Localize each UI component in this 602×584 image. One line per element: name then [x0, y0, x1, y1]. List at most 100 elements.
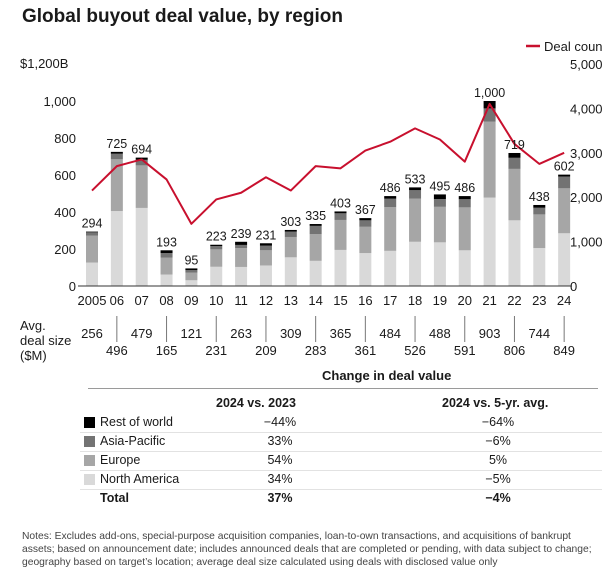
avg-deal-size-value: 591 — [454, 343, 476, 358]
bar-total-label: 303 — [280, 215, 301, 229]
bar-segment — [185, 268, 198, 271]
avg-deal-size-value: 526 — [404, 343, 426, 358]
bar-segment — [384, 250, 397, 286]
value-vs-2023: −44% — [263, 415, 297, 429]
x-axis-tick-label: 13 — [284, 293, 298, 308]
bar-segment — [359, 226, 372, 254]
bar-segment — [558, 188, 571, 234]
bar-segment — [86, 232, 98, 236]
bar-total-label: 719 — [504, 138, 525, 152]
x-axis-tick-label: 23 — [532, 293, 546, 308]
bar-segment — [359, 218, 372, 221]
avg-deal-size-label: ($M) — [20, 348, 47, 363]
bar-segment — [235, 248, 248, 267]
legend-label: Deal count — [544, 39, 602, 54]
left-axis-tick-label: 400 — [54, 205, 76, 220]
bar-segment — [334, 219, 347, 250]
right-axis-tick-label: 5,000 — [570, 57, 602, 72]
bar-segment — [210, 266, 223, 286]
avg-deal-size-value: 309 — [280, 326, 302, 341]
bar-segment — [458, 199, 471, 208]
table-row: Rest of world −44% −64% — [80, 414, 602, 433]
bar-segment — [409, 241, 422, 286]
x-axis-tick-label: 15 — [333, 293, 347, 308]
bar-segment — [259, 250, 272, 266]
bar-segment — [135, 165, 148, 208]
value-vs-2023: 54% — [267, 453, 293, 467]
bar-segment — [334, 211, 347, 214]
left-axis-tick-label: 0 — [69, 279, 76, 294]
right-axis-tick-label: 0 — [570, 279, 577, 294]
value-vs-5yr: −5% — [485, 472, 511, 486]
bar-segment — [309, 260, 322, 286]
bar-segment — [508, 157, 521, 169]
bar-segment — [135, 207, 148, 286]
bar-segment — [309, 234, 322, 261]
bar-segment — [558, 174, 571, 177]
x-axis-tick-label: 11 — [234, 293, 248, 308]
bar-segment — [259, 245, 272, 251]
bar-segment — [210, 249, 223, 267]
avg-deal-size-value: 231 — [205, 343, 227, 358]
bar-total-label: 193 — [156, 235, 177, 249]
bar-segment — [185, 280, 198, 286]
bar-segment — [508, 220, 521, 286]
bar-segment — [135, 159, 148, 166]
bar-segment — [86, 235, 98, 263]
row-label: Rest of world — [100, 415, 173, 429]
right-axis-tick-label: 4,000 — [570, 101, 602, 116]
value-vs-2023: 33% — [267, 434, 293, 448]
col-header-vs-2023: 2024 vs. 2023 — [216, 396, 296, 410]
x-axis-tick-label: 07 — [134, 293, 148, 308]
avg-deal-size-value: 903 — [479, 326, 501, 341]
right-axis-tick-label: 3,000 — [570, 146, 602, 161]
table-row: North America 34% −5% — [80, 471, 602, 490]
footnotes: Notes: Excludes add-ons, special-purpose… — [22, 531, 592, 568]
bar-segment — [508, 152, 521, 158]
heading-divider — [88, 388, 598, 389]
bar-total-label: 486 — [454, 181, 475, 195]
value-vs-5yr: 5% — [488, 453, 508, 467]
bar-segment — [160, 250, 173, 254]
bar-segment — [210, 246, 223, 250]
legend-swatch — [84, 417, 95, 428]
row-divider — [80, 489, 602, 490]
bar-segment — [433, 206, 446, 243]
value-vs-5yr: −64% — [481, 415, 515, 429]
avg-deal-size-value: 121 — [181, 326, 203, 341]
bar-segment — [110, 151, 123, 154]
x-axis-tick-label: 14 — [308, 293, 322, 308]
bar-total-label: 294 — [82, 217, 103, 231]
x-axis-tick-label: 06 — [110, 293, 124, 308]
avg-deal-size-label: deal size — [20, 333, 71, 348]
bar-segment — [533, 248, 546, 286]
left-axis-tick-label: 600 — [54, 168, 76, 183]
x-axis-tick-label: 08 — [159, 293, 173, 308]
bar-segment — [235, 244, 248, 249]
x-axis-tick-label: 2005 — [78, 293, 107, 308]
bar-segment — [160, 257, 173, 275]
bar-total-label: 95 — [184, 253, 198, 267]
avg-deal-size-value: 361 — [354, 343, 376, 358]
legend-swatch — [84, 474, 95, 485]
bar-segment — [533, 207, 546, 215]
avg-deal-size-value: 283 — [305, 343, 327, 358]
bar-segment — [284, 231, 297, 237]
bar-segment — [433, 242, 446, 286]
value-vs-2023: 37% — [267, 491, 293, 505]
bar-segment — [86, 262, 98, 286]
left-axis-tick-label: 800 — [54, 131, 76, 146]
bar-segment — [558, 233, 571, 286]
legend-swatch — [84, 455, 95, 466]
bar-segment — [110, 159, 123, 212]
left-axis-tick-label: 200 — [54, 242, 76, 257]
row-divider — [80, 470, 602, 471]
avg-deal-size-value: 165 — [156, 343, 178, 358]
avg-deal-size-value: 256 — [81, 326, 103, 341]
bar-segment — [384, 198, 397, 208]
avg-deal-size-value: 209 — [255, 343, 277, 358]
avg-deal-size-value: 263 — [230, 326, 252, 341]
bar-segment — [185, 270, 198, 273]
bar-segment — [533, 214, 546, 249]
bar-segment — [185, 272, 198, 281]
